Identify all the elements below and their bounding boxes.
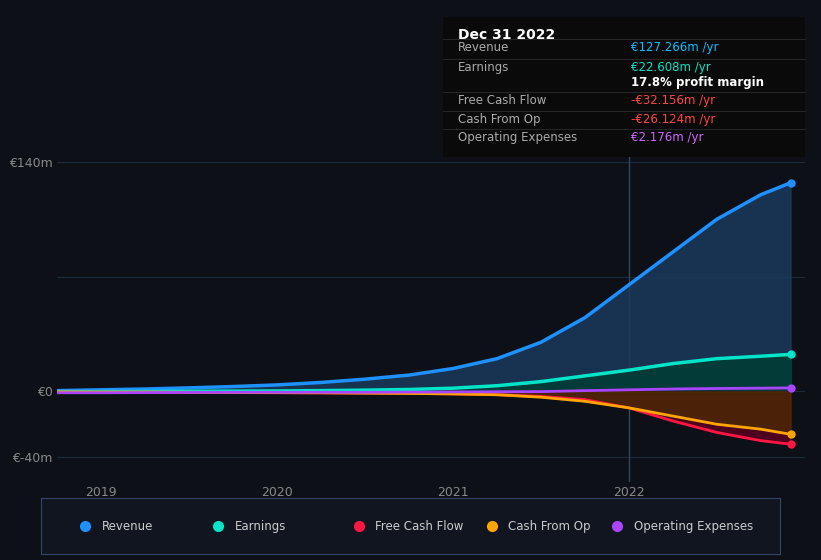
Text: Revenue: Revenue xyxy=(102,520,153,533)
Text: 17.8% profit margin: 17.8% profit margin xyxy=(631,76,764,89)
Text: Dec 31 2022: Dec 31 2022 xyxy=(458,28,555,42)
Text: -€26.124m /yr: -€26.124m /yr xyxy=(631,113,716,125)
Text: €2.176m /yr: €2.176m /yr xyxy=(631,130,704,144)
Text: -€32.156m /yr: -€32.156m /yr xyxy=(631,94,715,108)
Text: Cash From Op: Cash From Op xyxy=(458,113,540,125)
Text: Earnings: Earnings xyxy=(458,60,509,74)
Text: €127.266m /yr: €127.266m /yr xyxy=(631,41,718,54)
Text: €22.608m /yr: €22.608m /yr xyxy=(631,60,711,74)
Text: Earnings: Earnings xyxy=(235,520,286,533)
Text: Revenue: Revenue xyxy=(458,41,509,54)
Text: Free Cash Flow: Free Cash Flow xyxy=(458,94,546,108)
Text: Operating Expenses: Operating Expenses xyxy=(634,520,753,533)
Text: Free Cash Flow: Free Cash Flow xyxy=(375,520,463,533)
Text: Cash From Op: Cash From Op xyxy=(508,520,590,533)
Text: Operating Expenses: Operating Expenses xyxy=(458,130,577,144)
